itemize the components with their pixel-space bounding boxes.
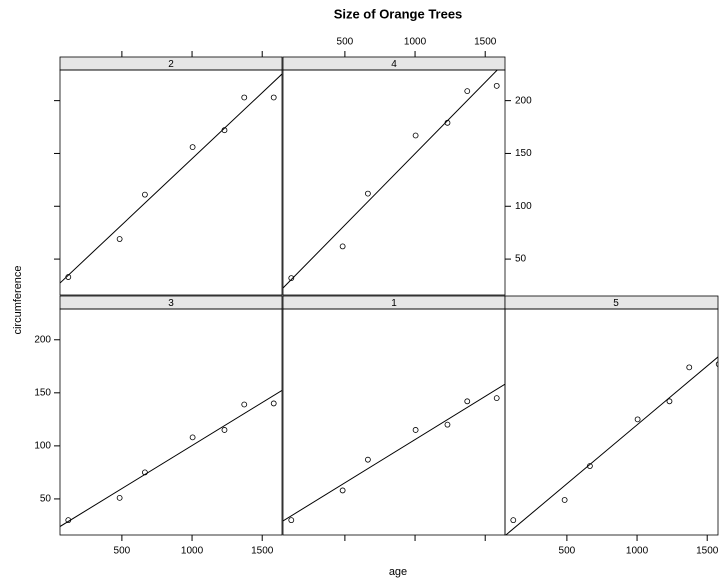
point (364, 456, 371, 463)
point (270, 400, 277, 407)
point (493, 82, 500, 89)
x-tick-label: 500 (114, 546, 131, 557)
point (561, 497, 568, 503)
panel-border (282, 69, 506, 296)
point (666, 398, 673, 405)
panel-border (282, 308, 506, 536)
regression-line (60, 389, 282, 527)
x-tick-label: 1000 (181, 546, 204, 557)
panel-plot (283, 383, 505, 524)
point (686, 364, 693, 371)
point (270, 94, 277, 101)
panel-border (59, 69, 283, 296)
y-tick-label: 150 (515, 148, 532, 159)
strip (504, 295, 719, 310)
y-tick-label: 50 (515, 254, 527, 265)
point (221, 427, 228, 433)
strip-label: 1 (391, 298, 397, 309)
panel-plot (60, 73, 282, 284)
y-tick-label: 200 (34, 334, 51, 345)
y-tick-label: 150 (34, 387, 51, 398)
point (288, 275, 295, 281)
y-tick-label: 50 (40, 494, 52, 505)
point (288, 517, 295, 524)
point (339, 487, 346, 494)
point (116, 236, 123, 242)
point (189, 434, 196, 441)
point (241, 94, 248, 101)
point (189, 144, 196, 151)
y-tick-label: 100 (515, 201, 532, 212)
x-axis-label: age (389, 566, 407, 578)
point (364, 190, 371, 197)
x-tick-label: 1000 (626, 546, 649, 557)
y-axis-label: circumference (12, 265, 24, 334)
point (412, 132, 419, 139)
point (464, 88, 471, 95)
point (510, 517, 517, 524)
point (412, 427, 419, 433)
point (493, 395, 500, 402)
strip-label: 4 (391, 59, 397, 70)
point (241, 401, 248, 408)
panel-border (59, 308, 283, 536)
y-tick-label: 100 (34, 441, 51, 452)
x-tick-label: 500 (559, 546, 576, 557)
point (444, 421, 451, 428)
regression-line (60, 73, 282, 284)
panel-plot (60, 389, 282, 527)
point (715, 361, 718, 367)
regression-line (505, 356, 718, 535)
point (634, 416, 641, 423)
x-tick-label: 1500 (696, 546, 719, 557)
point (141, 191, 148, 198)
regression-line (283, 383, 505, 522)
panel-plot (505, 356, 718, 535)
y-tick-label: 200 (515, 95, 532, 106)
strip-label: 2 (168, 59, 174, 70)
panel-border (504, 308, 719, 536)
regression-line (283, 70, 498, 289)
point (116, 494, 123, 501)
x-tick-label: 1000 (404, 37, 427, 48)
point (464, 398, 471, 405)
panel-plot (283, 70, 500, 289)
chart-title: Size of Orange Trees (334, 6, 463, 21)
x-tick-label: 1500 (251, 546, 274, 557)
x-tick-label: 500 (337, 37, 354, 48)
strip-label: 3 (168, 298, 174, 309)
point (339, 243, 346, 250)
x-tick-label: 1500 (474, 37, 497, 48)
strip-label: 5 (613, 298, 619, 309)
